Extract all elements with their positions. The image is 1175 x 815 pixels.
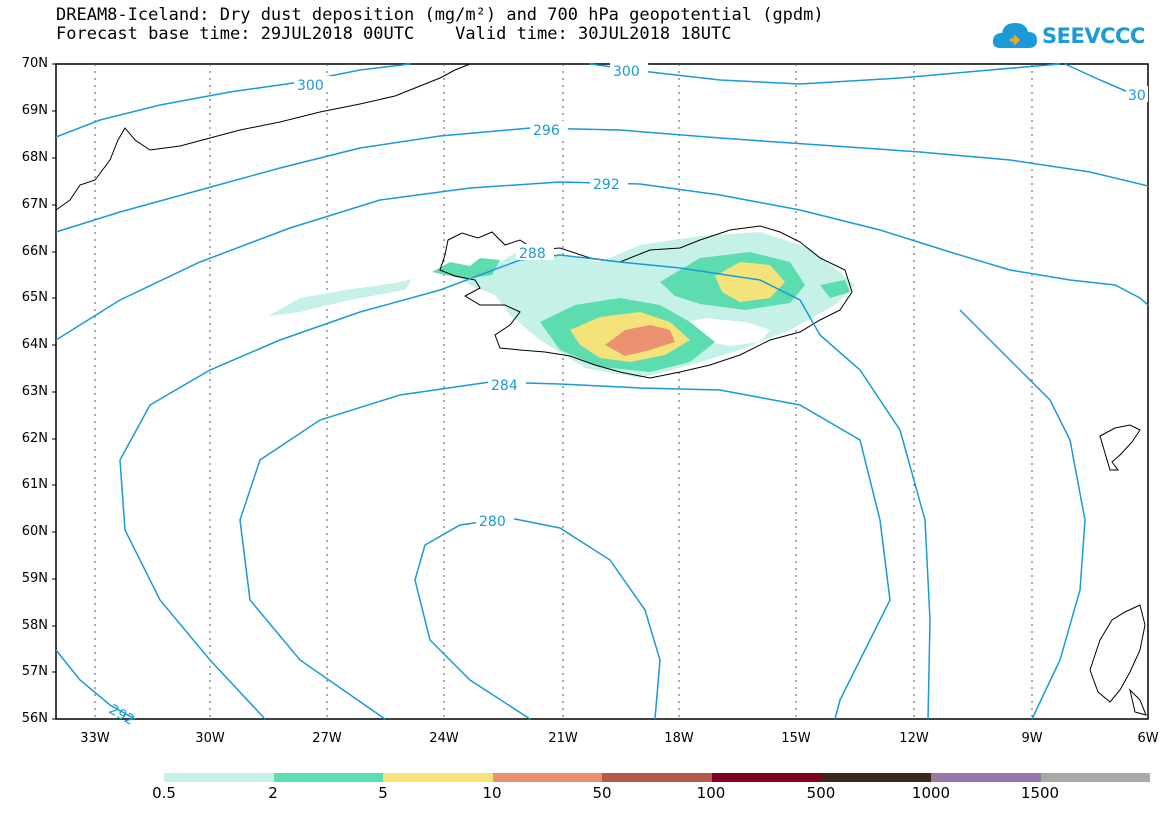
- colorbar-label: 500: [806, 784, 836, 802]
- lat-label: 69N: [21, 103, 48, 118]
- dust-deposition-field: [268, 232, 855, 378]
- lat-label: 57N: [21, 664, 48, 679]
- lon-label: 27W: [312, 731, 342, 746]
- contour-label-292: 292: [593, 177, 620, 193]
- lat-label: 60N: [21, 524, 48, 539]
- lon-label: 33W: [80, 731, 110, 746]
- colorbar-label: 1500: [1020, 784, 1060, 802]
- colorbar-label: 50: [592, 784, 612, 802]
- contour-label-280: 280: [479, 514, 506, 530]
- colorbar-label: 10: [482, 784, 502, 802]
- colorbar-swatch: [383, 773, 493, 782]
- coastlines: [55, 63, 1147, 716]
- lat-label: 63N: [21, 384, 48, 399]
- contour-label-300-b: 300: [613, 64, 640, 80]
- lat-label: 66N: [21, 244, 48, 259]
- lon-label: 18W: [664, 731, 694, 746]
- lat-label: 58N: [21, 618, 48, 633]
- contour-label-296: 296: [533, 123, 560, 139]
- lon-label: 15W: [781, 731, 811, 746]
- colorbar-swatch: [930, 773, 1041, 782]
- lon-label: 21W: [548, 731, 578, 746]
- lon-label: 6W: [1137, 731, 1159, 746]
- lat-label: 67N: [21, 197, 48, 212]
- lat-label: 61N: [21, 477, 48, 492]
- contour-label-300-a: 300: [297, 78, 324, 94]
- logo-text: SEEVCCC: [1042, 24, 1145, 48]
- lat-label: 70N: [21, 56, 48, 71]
- colorbar-swatch: [164, 773, 274, 782]
- lat-label: 62N: [21, 431, 48, 446]
- colorbar-swatch: [1040, 773, 1151, 782]
- lon-label: 12W: [899, 731, 929, 746]
- colorbar: [164, 773, 1151, 782]
- lon-label: 9W: [1021, 731, 1043, 746]
- contour-label-284: 284: [491, 378, 518, 394]
- map-frame: [55, 63, 1149, 720]
- colorbar-label: 5: [378, 784, 388, 802]
- colorbar-swatch: [492, 773, 603, 782]
- lat-label: 64N: [21, 337, 48, 352]
- lon-label: 30W: [195, 731, 225, 746]
- lat-label: 59N: [21, 571, 48, 586]
- colorbar-label: 2: [268, 784, 278, 802]
- contour-label-300-c: 30: [1128, 88, 1146, 104]
- colorbar-swatch: [602, 773, 712, 782]
- forecast-times: Forecast base time: 29JUL2018 00UTC Vali…: [56, 24, 732, 44]
- seevccc-logo: SEEVCCC: [990, 18, 1145, 58]
- lat-label: 65N: [21, 290, 48, 305]
- colorbar-swatch: [273, 773, 384, 782]
- contour-label-288: 288: [519, 246, 546, 262]
- lat-label: 56N: [21, 711, 48, 726]
- contour-labels: 300 300 30 296 292 288 284 280 292: [106, 62, 1148, 729]
- colorbar-swatch: [821, 773, 931, 782]
- lon-label: 24W: [429, 731, 459, 746]
- colorbar-label: 100: [696, 784, 726, 802]
- colorbar-label: 1000: [911, 784, 951, 802]
- colorbar-swatch: [711, 773, 822, 782]
- cloud-icon: [992, 23, 1037, 48]
- axis-ticks: [52, 63, 56, 720]
- colorbar-label: 0.5: [152, 784, 176, 802]
- geopotential-contours: [55, 63, 1149, 720]
- map-title: DREAM8-Iceland: Dry dust deposition (mg/…: [56, 5, 824, 25]
- lat-label: 68N: [21, 150, 48, 165]
